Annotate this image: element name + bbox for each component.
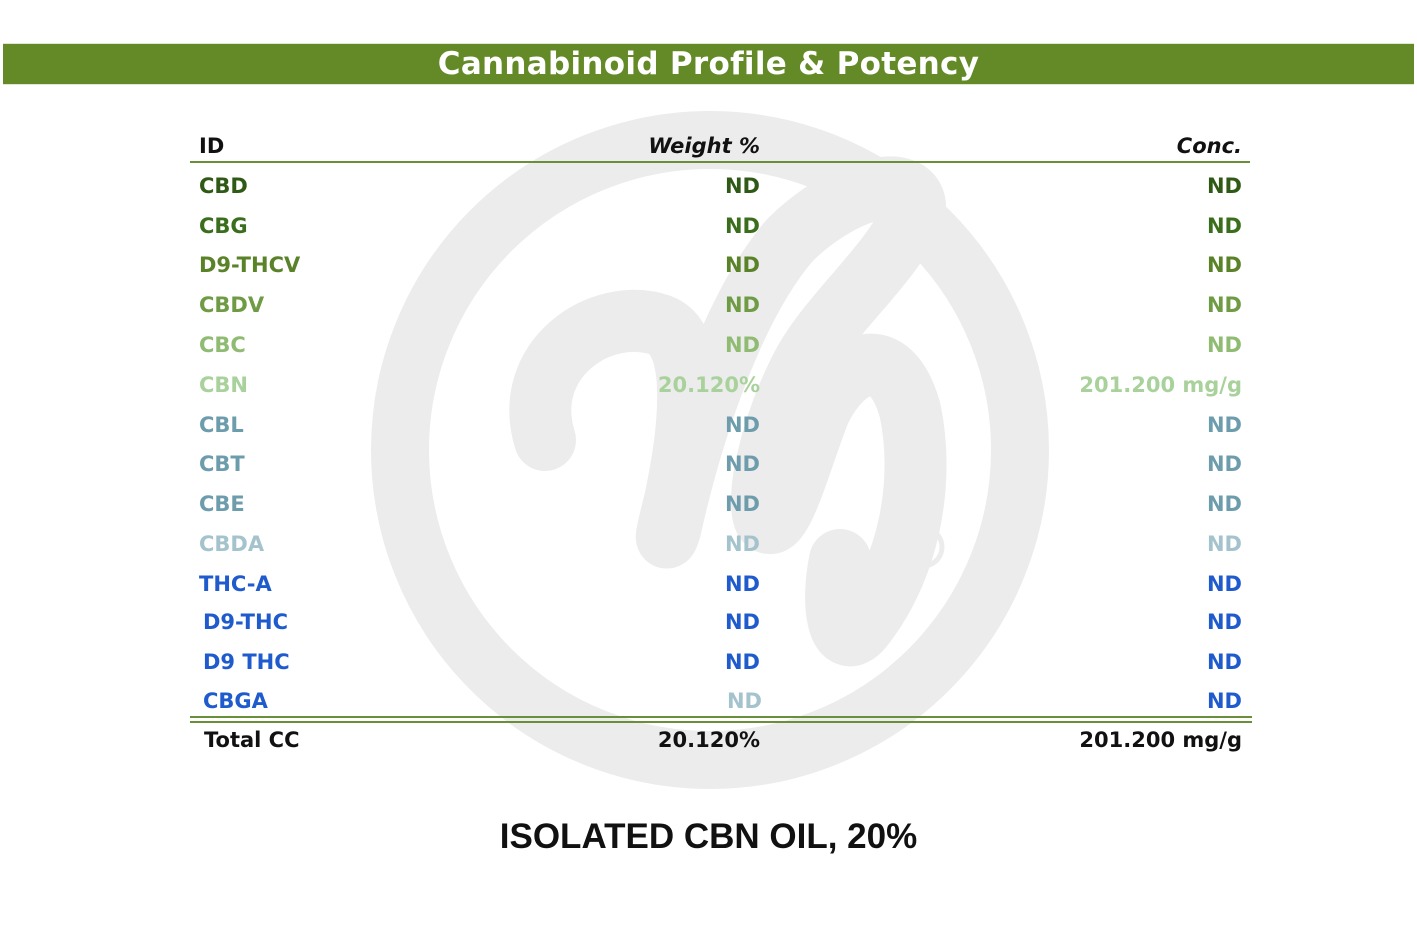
table-row: D9-THCV ND ND — [190, 251, 1252, 281]
header-weight: Weight % — [648, 134, 760, 158]
row-id: CBE — [199, 492, 245, 516]
row-weight: ND — [724, 174, 760, 198]
table-row: CBL ND ND — [190, 411, 1252, 441]
total-divider-top — [190, 716, 1252, 718]
page-title: Cannabinoid Profile & Potency — [437, 46, 980, 82]
row-id: D9-THCV — [199, 253, 301, 277]
row-id: CBL — [199, 413, 244, 437]
row-id: CBDV — [199, 293, 265, 317]
row-weight: ND — [724, 333, 760, 357]
row-weight: ND — [724, 293, 760, 317]
table-header-row: ID Weight % Conc. — [190, 132, 1252, 162]
row-conc: 201.200 mg/g — [1079, 373, 1242, 397]
row-conc: ND — [1206, 572, 1242, 596]
row-conc: ND — [1206, 214, 1242, 238]
row-id: D9 THC — [203, 650, 290, 674]
watermark-letter — [509, 156, 947, 666]
row-id: CBN — [199, 373, 248, 397]
row-weight: 20.120% — [657, 373, 760, 397]
row-conc: ND — [1206, 333, 1242, 357]
copyright-symbol-letter: C — [913, 534, 932, 564]
row-id: CBT — [199, 452, 245, 476]
page-title-banner: Cannabinoid Profile & Potency — [3, 43, 1414, 85]
row-weight: ND — [724, 413, 760, 437]
header-conc: Conc. — [1176, 134, 1242, 158]
row-id: CBGA — [203, 689, 268, 713]
row-weight: ND — [724, 532, 760, 556]
row-id: THC-A — [199, 572, 272, 596]
row-weight: ND — [726, 689, 762, 713]
row-conc: ND — [1206, 492, 1242, 516]
row-id: CBD — [199, 174, 248, 198]
copyright-symbol-circle — [901, 525, 945, 569]
row-weight: ND — [724, 572, 760, 596]
row-weight: ND — [724, 492, 760, 516]
row-conc: ND — [1206, 174, 1242, 198]
row-weight: ND — [724, 610, 760, 634]
row-weight: ND — [724, 214, 760, 238]
table-row: CBT ND ND — [190, 450, 1252, 480]
table-row: CBDV ND ND — [190, 291, 1252, 321]
row-id: CBG — [199, 214, 248, 238]
table-row: CBGA ND ND — [190, 687, 1252, 717]
total-weight: 20.120% — [657, 728, 760, 752]
row-conc: ND — [1206, 293, 1242, 317]
row-conc: ND — [1206, 610, 1242, 634]
row-weight: ND — [724, 253, 760, 277]
row-conc: ND — [1206, 413, 1242, 437]
table-row: CBD ND ND — [190, 172, 1252, 202]
row-id: CBC — [199, 333, 246, 357]
table-row: CBDA ND ND — [190, 530, 1252, 560]
total-row: Total CC 20.120% 201.200 mg/g — [190, 726, 1252, 756]
logo-watermark: C — [371, 111, 1049, 789]
row-weight: ND — [724, 452, 760, 476]
table-row: CBG ND ND — [190, 212, 1252, 242]
row-conc: ND — [1206, 253, 1242, 277]
watermark-ring — [371, 111, 1049, 789]
table-row: CBC ND ND — [190, 331, 1252, 361]
table-row: CBN 20.120% 201.200 mg/g — [190, 371, 1252, 401]
table-row: D9-THC ND ND — [190, 608, 1252, 638]
row-conc: ND — [1206, 689, 1242, 713]
row-conc: ND — [1206, 452, 1242, 476]
row-id: D9-THC — [203, 610, 288, 634]
total-divider-bottom — [190, 721, 1252, 723]
row-conc: ND — [1206, 532, 1242, 556]
total-label: Total CC — [204, 728, 300, 752]
table-row: THC-A ND ND — [190, 570, 1252, 600]
row-weight: ND — [724, 650, 760, 674]
product-caption: ISOLATED CBN OIL, 20% — [499, 817, 918, 856]
table-row: D9 THC ND ND — [190, 648, 1252, 678]
row-conc: ND — [1206, 650, 1242, 674]
header-id: ID — [199, 134, 225, 158]
total-conc: 201.200 mg/g — [1079, 728, 1242, 752]
header-divider — [190, 161, 1250, 163]
table-row: CBE ND ND — [190, 490, 1252, 520]
row-id: CBDA — [199, 532, 265, 556]
